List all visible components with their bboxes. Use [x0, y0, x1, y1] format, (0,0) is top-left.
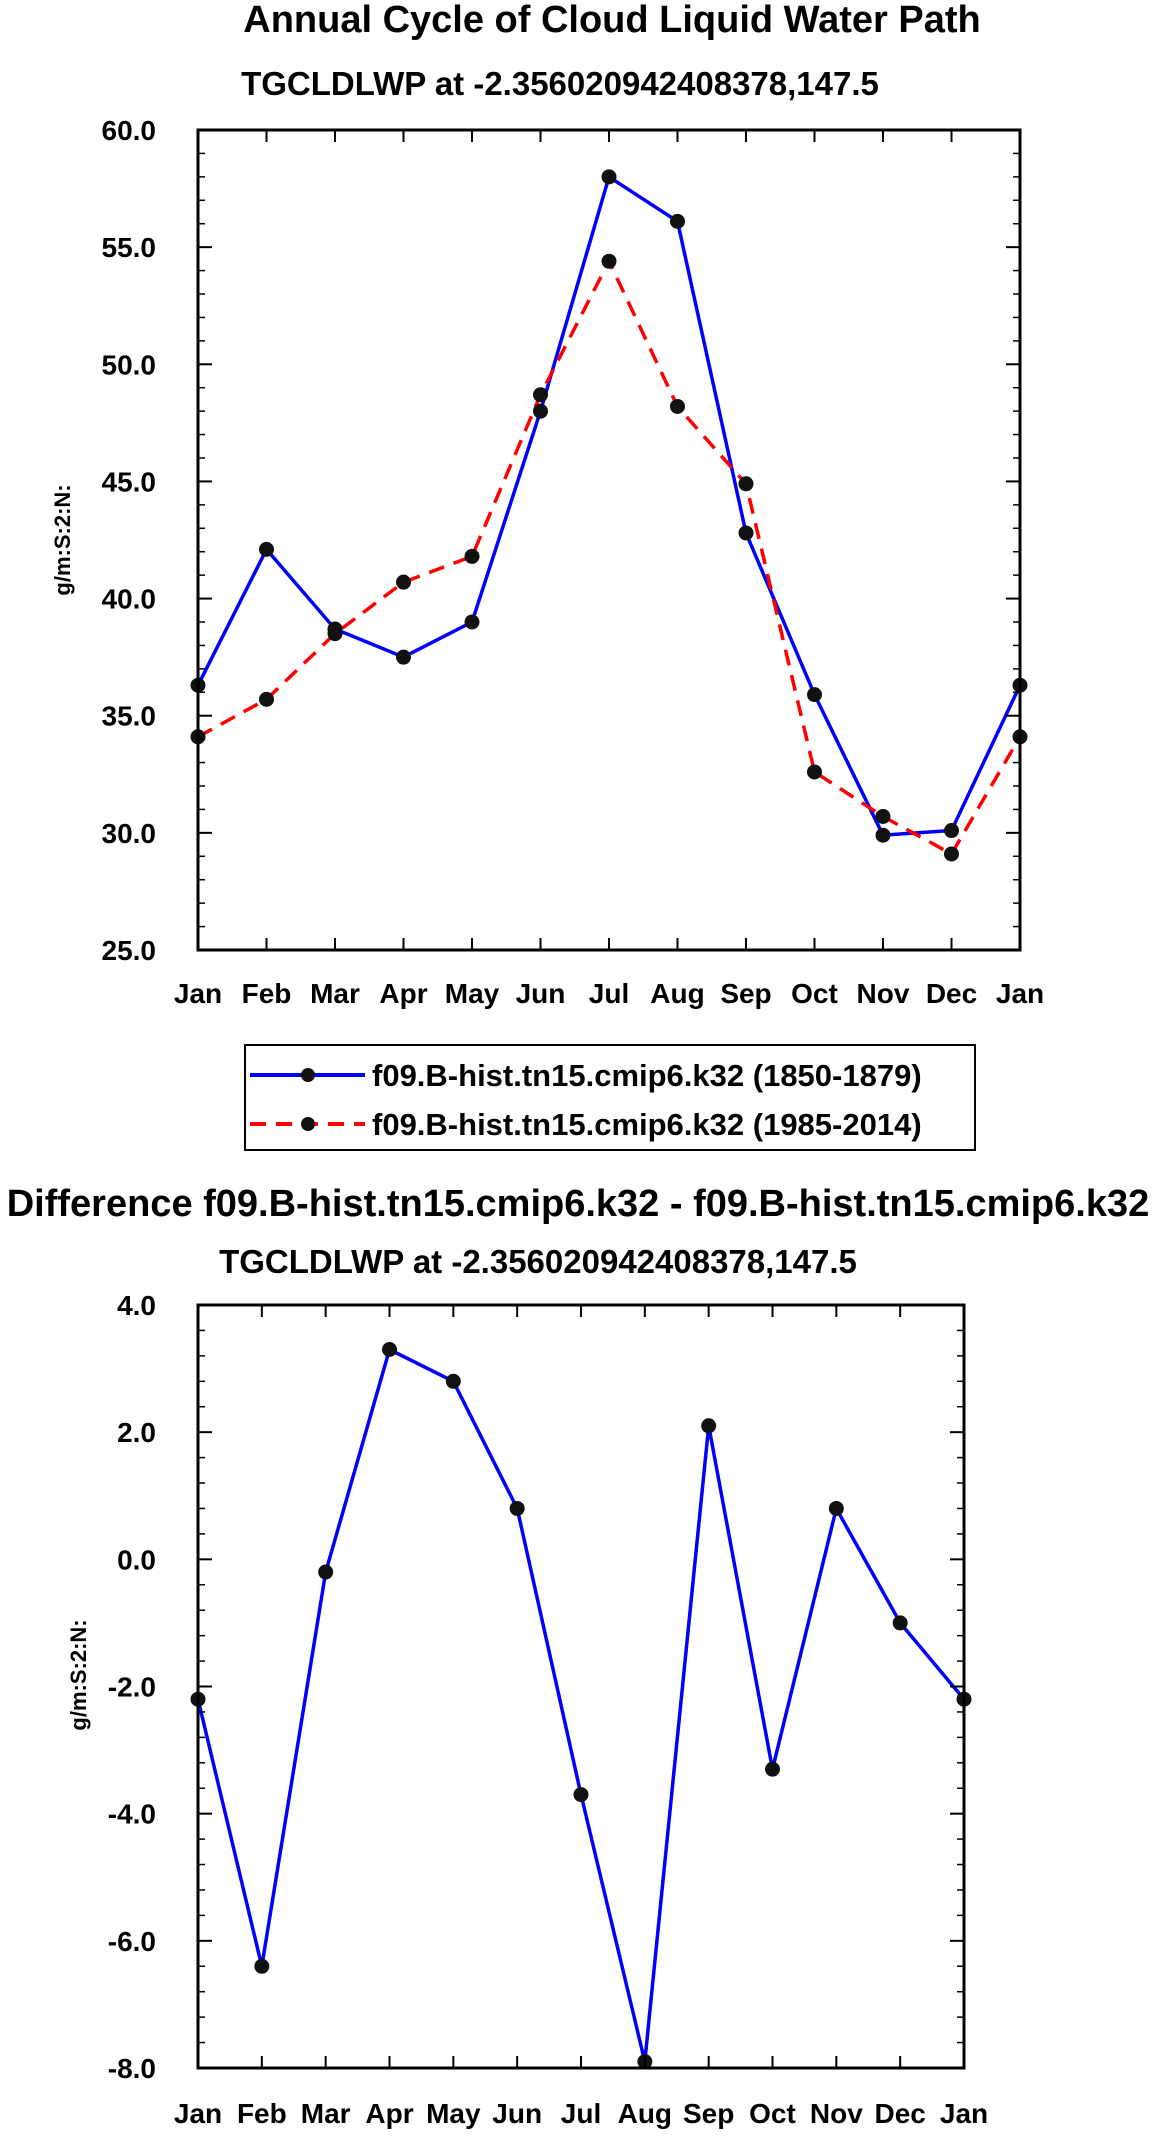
x-tick-label: Oct	[749, 2098, 796, 2129]
difference-series-0-point	[892, 1615, 908, 1631]
x-tick-label: Dec	[926, 978, 977, 1009]
difference-series-0-point	[509, 1500, 525, 1516]
y-tick-label: -4.0	[108, 1799, 156, 1830]
y-tick-label: -6.0	[108, 1926, 156, 1957]
x-tick-label: Jan	[940, 2098, 988, 2129]
legend-box	[244, 1044, 976, 1151]
y-tick-label: -2.0	[108, 1672, 156, 1703]
annual-series-1-point	[396, 574, 411, 590]
y-tick-label: 60.0	[102, 115, 157, 146]
x-tick-label: Jan	[996, 978, 1044, 1009]
y-tick-label: 2.0	[117, 1417, 156, 1448]
y-tick-label: 0.0	[117, 1544, 156, 1575]
y-tick-label: 25.0	[102, 935, 157, 966]
x-tick-label: Oct	[791, 978, 838, 1009]
difference-chart-subtitle: TGCLDLWP at -2.356020942408378,147.5	[219, 1243, 857, 1280]
chart-title: Annual Cycle of Cloud Liquid Water Path	[243, 0, 981, 41]
y-tick-label: -8.0	[108, 2053, 156, 2084]
x-tick-label: Jun	[492, 2098, 542, 2129]
annual-series-0-point	[670, 213, 685, 229]
x-tick-label: Dec	[874, 2098, 925, 2129]
annual-series-line-0	[196, 175, 1022, 837]
difference-series-line-0	[196, 1347, 966, 2064]
annual-series-0-point	[875, 827, 891, 843]
annual-series-0-point	[601, 169, 617, 185]
annual-series-1-point	[670, 398, 685, 414]
legend-marker-1985-2014	[301, 1117, 315, 1131]
annual-series-1-point	[875, 808, 891, 824]
legend-marker-1850-1879	[301, 1068, 315, 1082]
x-tick-label: Feb	[242, 978, 292, 1009]
difference-chart: Difference f09.B-hist.tn15.cmip6.k32 - f…	[7, 1183, 1150, 2129]
difference-y-axis-label: g/m:S:2:N:	[66, 1619, 91, 1730]
x-tick-label: Mar	[301, 2098, 351, 2129]
y-tick-label: 50.0	[102, 349, 157, 380]
y-tick-label: 4.0	[117, 1290, 156, 1321]
annual-series-1-point	[738, 476, 754, 492]
annual-series-1-point	[259, 691, 274, 707]
plot-frame	[196, 128, 1022, 952]
x-tick-label: Jan	[174, 978, 222, 1009]
y-tick-label: 45.0	[102, 466, 157, 497]
annual-series-1-point	[464, 548, 480, 564]
difference-plot-frame	[196, 1303, 966, 2070]
x-tick-label: Sep	[683, 2098, 734, 2129]
x-tick-label: Jun	[516, 978, 566, 1009]
x-tick-label: Apr	[365, 2098, 413, 2129]
difference-series-0-point	[828, 1500, 844, 1516]
difference-series-0-point	[573, 1787, 589, 1803]
annual-series-0-point	[396, 649, 411, 665]
x-tick-label: May	[445, 978, 500, 1009]
difference-series-0-point	[318, 1564, 334, 1580]
annual-series-1-point	[533, 387, 548, 403]
y-tick-label: 35.0	[102, 701, 157, 732]
difference-series-0-point	[765, 1761, 780, 1777]
annual-cycle-chart: Annual Cycle of Cloud Liquid Water Path …	[50, 0, 1044, 1009]
annual-series-1-point	[944, 846, 959, 862]
difference-chart-title: Difference f09.B-hist.tn15.cmip6.k32 - f…	[7, 1183, 1150, 1225]
x-tick-label: Jul	[589, 978, 629, 1009]
x-tick-label: May	[426, 2098, 481, 2129]
annual-series-0-point	[944, 823, 959, 839]
annual-series-1-point	[327, 626, 343, 642]
annual-series-0-point	[738, 525, 754, 541]
x-tick-label: Aug	[650, 978, 704, 1009]
difference-series-0-point	[701, 1418, 717, 1434]
y-tick-label: 40.0	[102, 584, 157, 615]
annual-series-1-point	[807, 764, 822, 780]
annual-series-1-point	[601, 253, 617, 269]
x-tick-label: Apr	[379, 978, 427, 1009]
x-tick-label: Jan	[174, 2098, 222, 2129]
legend-label-1850-1879: f09.B-hist.tn15.cmip6.k32 (1850-1879)	[372, 1058, 922, 1093]
annual-series-line-1	[197, 259, 1022, 856]
chart-subtitle: TGCLDLWP at -2.356020942408378,147.5	[241, 65, 879, 102]
annual-series-0-point	[807, 687, 822, 703]
x-tick-label: Sep	[720, 978, 771, 1009]
difference-series-0-point	[382, 1342, 397, 1358]
x-tick-label: Aug	[618, 2098, 672, 2129]
x-tick-label: Nov	[810, 2098, 863, 2129]
legend-label-1985-2014: f09.B-hist.tn15.cmip6.k32 (1985-2014)	[372, 1107, 922, 1142]
annual-series-0-point	[259, 541, 274, 557]
x-tick-label: Nov	[857, 978, 910, 1009]
difference-series-0-point	[445, 1373, 461, 1389]
y-tick-label: 30.0	[102, 818, 157, 849]
difference-series-0-point	[254, 1958, 270, 1974]
y-axis-label: g/m:S:2:N:	[50, 484, 75, 595]
y-tick-label: 55.0	[102, 232, 157, 263]
annual-series-0-point	[533, 403, 548, 419]
x-tick-label: Mar	[310, 978, 360, 1009]
legend: f09.B-hist.tn15.cmip6.k32 (1850-1879) f0…	[244, 1044, 976, 1151]
x-tick-label: Feb	[237, 2098, 287, 2129]
x-tick-label: Jul	[561, 2098, 601, 2129]
annual-series-0-point	[464, 614, 480, 630]
